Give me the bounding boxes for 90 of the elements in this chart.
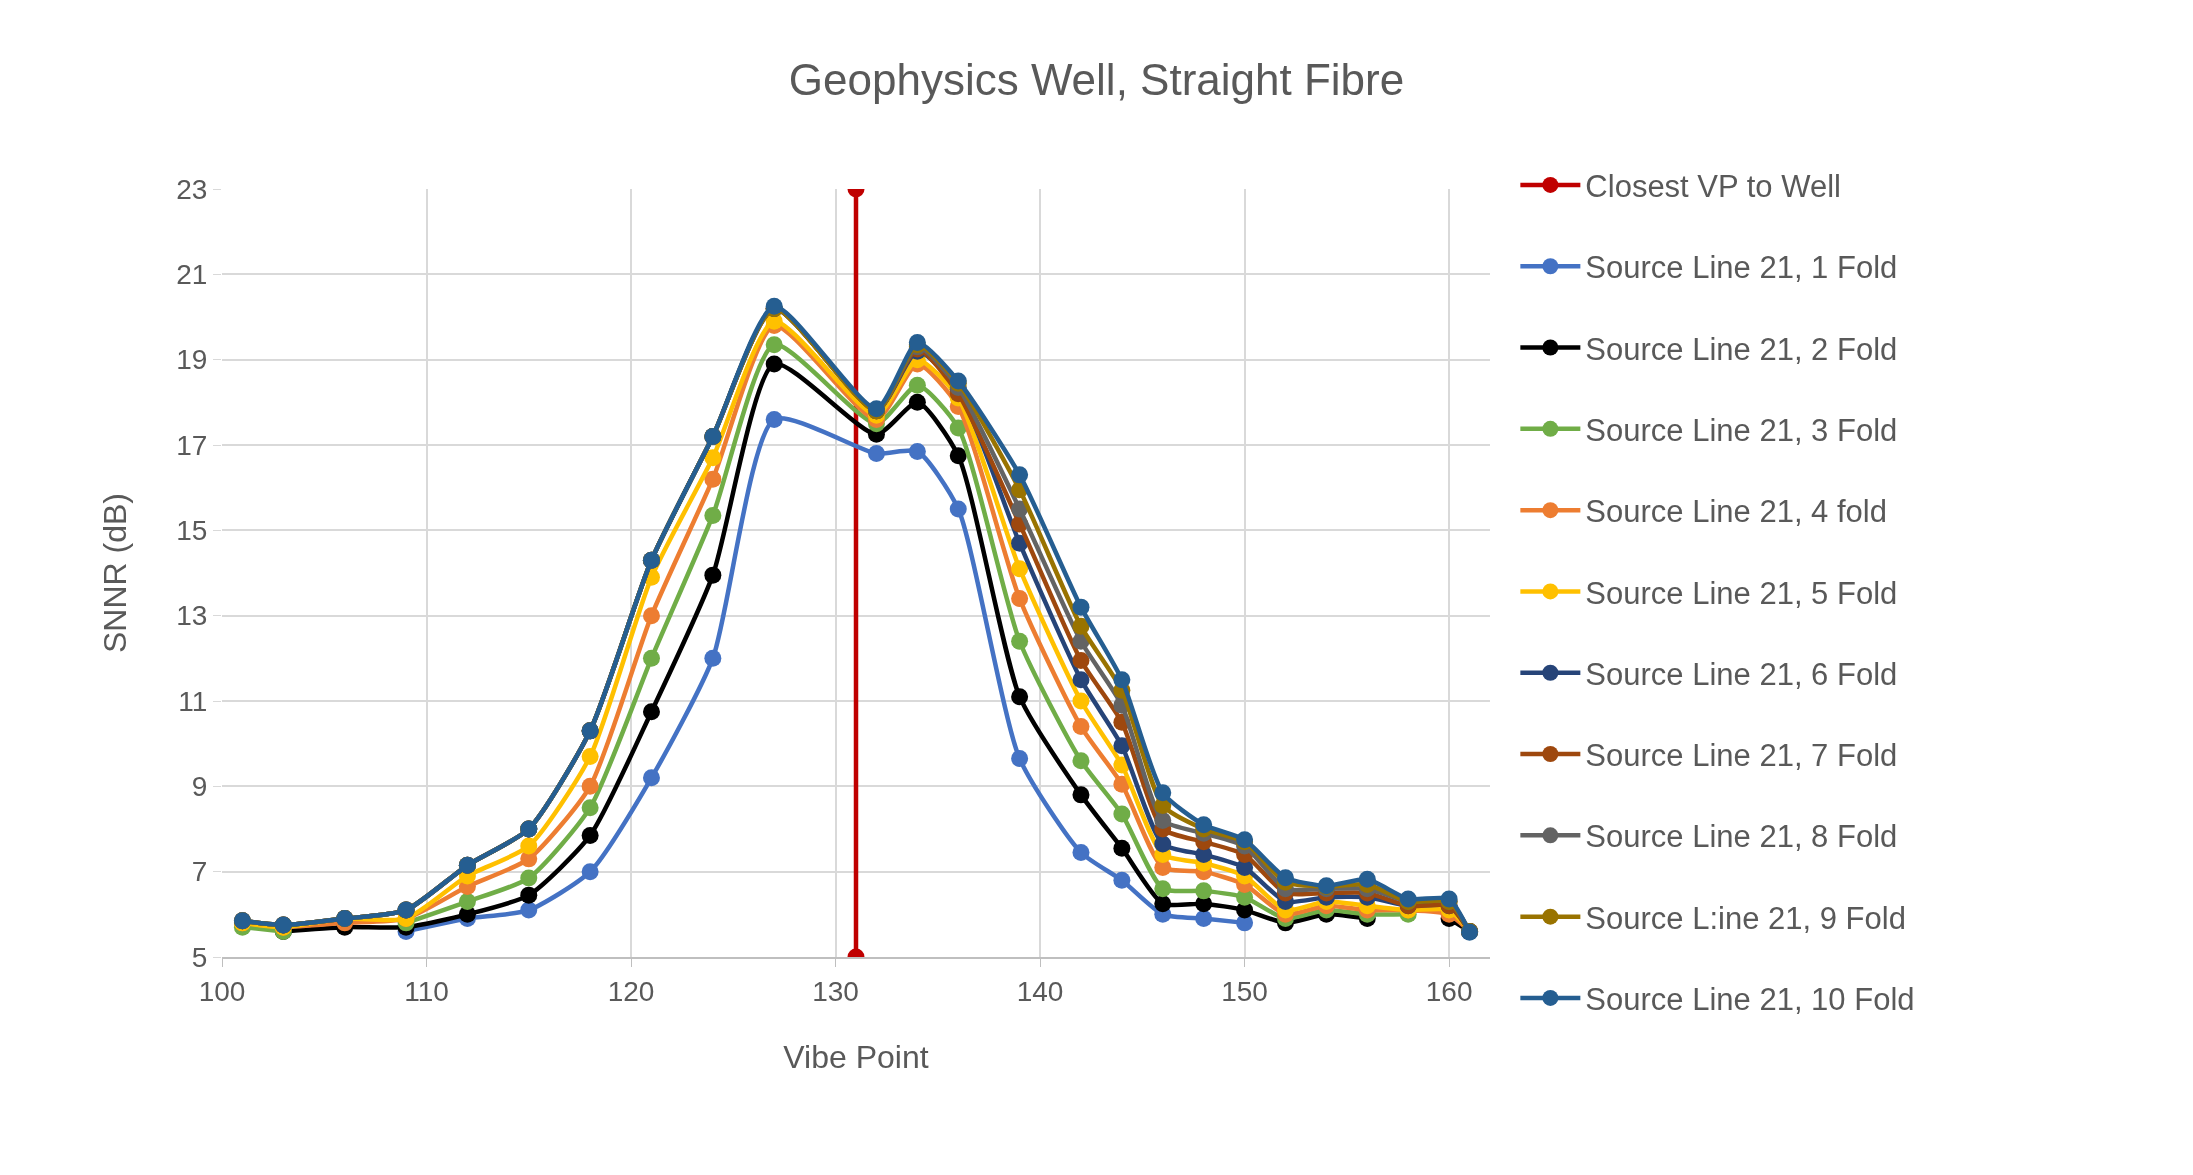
legend-label: Source Line 21, 5 Fold <box>1585 575 1898 611</box>
point <box>1011 750 1029 768</box>
chart-title: Geophysics Well, Straight Fibre <box>788 55 1405 105</box>
point <box>1113 805 1131 823</box>
point <box>765 355 783 373</box>
point <box>867 445 885 463</box>
x-axis-title: Vibe Point <box>783 1039 929 1075</box>
point <box>949 500 967 518</box>
point <box>581 863 599 881</box>
y-tick-label: 23 <box>176 173 208 205</box>
x-tick-label: 150 <box>1221 975 1268 1007</box>
point <box>704 470 722 488</box>
legend-label: Source Line 21, 10 Fold <box>1585 982 1915 1018</box>
point <box>642 769 660 787</box>
point <box>581 777 599 795</box>
point <box>581 799 599 817</box>
point <box>1011 466 1029 484</box>
point <box>1358 870 1376 888</box>
y-tick-label: 5 <box>191 941 208 973</box>
point <box>949 447 967 465</box>
point <box>908 376 926 394</box>
point <box>1113 671 1131 689</box>
point <box>1154 811 1172 829</box>
legend-label: Closest VP to Well <box>1585 169 1841 205</box>
point <box>1072 617 1090 635</box>
y-tick-label: 15 <box>176 515 208 547</box>
point <box>1072 752 1090 770</box>
x-tick-label: 130 <box>812 975 859 1007</box>
point <box>704 566 722 584</box>
legend-label: Source Line 21, 8 Fold <box>1585 819 1898 855</box>
point <box>520 869 538 887</box>
y-tick-label: 19 <box>176 344 208 376</box>
point <box>1276 869 1294 887</box>
y-tick-label: 7 <box>191 856 208 888</box>
legend-label: Source L:ine 21, 9 Fold <box>1585 900 1906 936</box>
point <box>1154 835 1172 853</box>
legend-label: Source Line 21, 2 Fold <box>1585 331 1898 367</box>
point <box>1072 692 1090 710</box>
point <box>458 893 476 911</box>
point <box>581 826 599 844</box>
point <box>520 886 538 904</box>
point <box>908 442 926 460</box>
legend-label: Source Line 21, 6 Fold <box>1585 656 1898 692</box>
point <box>581 747 599 765</box>
legend-label: Source Line 21, 1 Fold <box>1585 250 1898 286</box>
point <box>1154 880 1172 898</box>
y-tick-label: 13 <box>176 600 208 632</box>
x-tick-label: 100 <box>198 975 246 1007</box>
y-tick-label: 9 <box>191 771 208 803</box>
point <box>1011 560 1029 578</box>
point <box>642 649 660 667</box>
legend-label: Source Line 21, 4 fold <box>1585 494 1887 530</box>
point <box>1154 784 1172 802</box>
point <box>1195 910 1213 928</box>
x-tick-label: 110 <box>404 975 449 1007</box>
legend-label: Source Line 21, 7 Fold <box>1585 738 1898 774</box>
x-tick-label: 160 <box>1425 975 1473 1007</box>
point <box>1072 598 1090 616</box>
point <box>1072 843 1090 861</box>
point <box>1113 737 1131 755</box>
y-axis-title: SNNR (dB) <box>96 492 133 654</box>
point <box>1072 786 1090 804</box>
point <box>1072 671 1090 689</box>
point <box>765 336 783 354</box>
point <box>1113 871 1131 889</box>
point <box>520 901 538 919</box>
y-tick-label: 17 <box>176 429 208 461</box>
point <box>1011 688 1029 706</box>
point <box>765 410 783 428</box>
x-tick-label: 120 <box>607 975 655 1007</box>
point <box>642 607 660 625</box>
legend-label: Source Line 21, 3 Fold <box>1585 412 1898 448</box>
point <box>1011 590 1029 608</box>
y-tick-label: 11 <box>178 685 208 717</box>
point <box>1011 632 1029 650</box>
point <box>520 837 538 855</box>
point <box>1072 651 1090 669</box>
point <box>1154 895 1172 913</box>
x-tick-label: 140 <box>1016 975 1064 1007</box>
y-tick-label: 21 <box>176 259 208 291</box>
point <box>1195 882 1213 900</box>
point <box>704 449 722 467</box>
point <box>1072 718 1090 736</box>
point <box>908 393 926 411</box>
point <box>642 703 660 721</box>
point <box>1113 839 1131 857</box>
point <box>704 506 722 524</box>
point <box>704 649 722 667</box>
point <box>949 419 967 437</box>
point <box>1195 816 1213 834</box>
